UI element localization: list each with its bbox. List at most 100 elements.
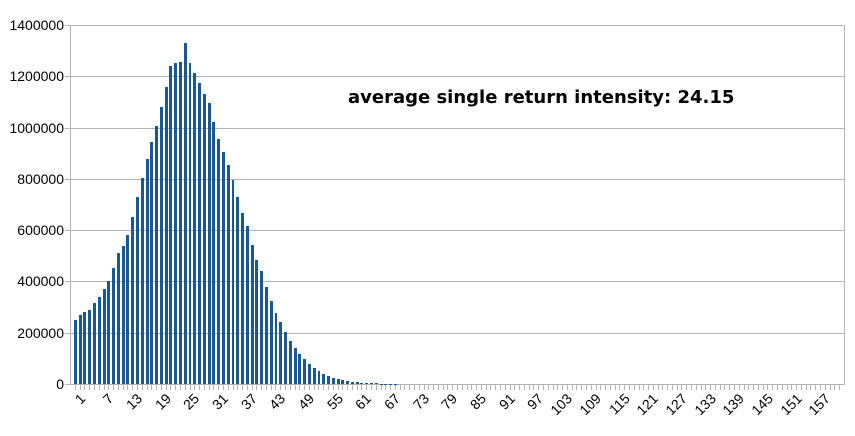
- x-axis-tick: [437, 385, 439, 390]
- x-axis-tick: [332, 385, 334, 390]
- x-axis-label: 37: [237, 390, 260, 413]
- x-axis-label: 139: [719, 390, 748, 419]
- x-axis-tick: [165, 385, 167, 390]
- x-axis-label: 73: [409, 390, 432, 413]
- x-axis-label: 115: [605, 390, 633, 418]
- x-axis-tick: [528, 385, 530, 390]
- x-axis-tick: [146, 385, 148, 390]
- x-axis-tick: [562, 385, 564, 390]
- x-axis-tick: [791, 385, 793, 390]
- x-axis-tick: [519, 385, 521, 390]
- x-axis-tick: [757, 385, 759, 390]
- bar: [317, 370, 321, 384]
- x-axis-tick: [815, 385, 817, 390]
- x-axis-tick: [366, 385, 368, 390]
- x-axis-tick: [265, 385, 267, 390]
- x-axis-tick: [614, 385, 616, 390]
- bar: [198, 83, 202, 384]
- x-axis-tick: [199, 385, 201, 390]
- x-axis-label: 121: [633, 390, 662, 419]
- x-axis-tick: [824, 385, 826, 390]
- bar: [236, 196, 240, 384]
- bar: [93, 302, 96, 384]
- x-axis-tick: [667, 385, 669, 390]
- bar: [269, 300, 273, 384]
- x-axis-tick: [194, 385, 196, 390]
- x-axis-tick: [738, 385, 740, 390]
- x-axis-tick: [261, 385, 263, 390]
- bar: [88, 310, 92, 384]
- x-axis-tick: [385, 385, 387, 390]
- bar: [169, 66, 173, 384]
- bar: [126, 234, 130, 384]
- x-axis-tick: [414, 385, 415, 390]
- x-axis-tick: [84, 385, 86, 390]
- x-axis-label: 61: [352, 390, 375, 413]
- x-axis-tick: [523, 385, 525, 390]
- x-axis-tick: [810, 385, 812, 390]
- x-axis-tick: [509, 385, 511, 390]
- x-axis-label: 151: [776, 390, 805, 419]
- x-axis-label: 85: [466, 390, 490, 413]
- x-axis-tick: [289, 385, 291, 390]
- bar: [116, 252, 120, 384]
- y-axis-tick: [65, 384, 71, 385]
- x-axis-label: 31: [208, 390, 232, 413]
- x-axis-tick: [299, 385, 301, 390]
- x-axis-tick: [294, 385, 296, 390]
- x-axis-tick: [313, 385, 315, 390]
- x-axis-tick: [175, 385, 177, 390]
- bar: [78, 315, 82, 384]
- x-axis-tick: [633, 385, 635, 390]
- x-axis-tick: [547, 385, 549, 390]
- bar: [346, 381, 350, 384]
- bar: [164, 87, 168, 384]
- x-axis-tick: [571, 385, 573, 390]
- x-axis-label: 103: [547, 390, 576, 419]
- x-axis-tick: [423, 385, 425, 390]
- x-axis-label: 97: [524, 390, 547, 413]
- x-axis-tick: [108, 385, 110, 390]
- x-axis-tick: [342, 385, 344, 390]
- bar: [284, 331, 288, 384]
- x-axis-tick: [533, 385, 535, 390]
- x-axis-tick: [132, 385, 134, 390]
- bar: [327, 375, 330, 384]
- x-axis-tick: [576, 385, 578, 390]
- x-axis-tick: [399, 385, 401, 390]
- bar: [279, 322, 283, 384]
- x-axis-tick: [595, 385, 597, 390]
- x-axis-tick: [328, 385, 330, 390]
- x-axis-tick: [122, 385, 124, 390]
- x-axis-tick: [433, 385, 435, 390]
- bar: [322, 373, 326, 384]
- x-axis-tick: [170, 385, 172, 390]
- x-axis-tick: [609, 385, 611, 390]
- y-axis-label: 1000000: [9, 119, 64, 136]
- x-axis-tick: [113, 385, 115, 390]
- x-axis-tick: [351, 385, 353, 390]
- y-axis-label: 200000: [17, 324, 64, 341]
- x-axis-tick: [447, 385, 449, 390]
- x-axis-tick: [638, 385, 640, 390]
- y-axis-label: 800000: [17, 170, 64, 187]
- x-axis-tick: [485, 385, 487, 390]
- x-axis-tick: [648, 385, 650, 390]
- x-axis-tick: [404, 385, 406, 390]
- y-axis-label: 400000: [17, 273, 64, 290]
- x-axis-tick: [490, 385, 492, 390]
- x-axis-tick: [691, 385, 693, 390]
- gridline: [71, 178, 844, 180]
- x-axis-tick: [719, 385, 721, 390]
- x-axis-tick: [552, 385, 554, 390]
- x-axis-label: 13: [122, 390, 146, 413]
- x-axis-tick: [499, 385, 501, 390]
- bar: [212, 121, 216, 384]
- gridline: [71, 127, 844, 129]
- bar: [370, 383, 373, 384]
- bar: [121, 246, 125, 384]
- x-axis-tick: [213, 385, 215, 390]
- bar: [107, 281, 111, 384]
- bar: [193, 73, 197, 384]
- x-axis-tick: [227, 385, 229, 390]
